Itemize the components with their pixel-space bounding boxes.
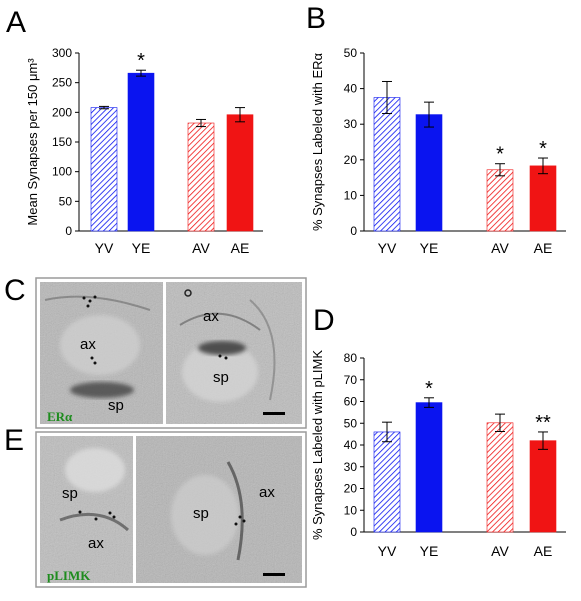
- category-label-yv: YV: [95, 240, 114, 256]
- significance-marker: *: [137, 50, 145, 72]
- bar-ye: [415, 114, 443, 232]
- y-tick-label: 40: [344, 82, 358, 96]
- y-tick-label: 250: [52, 76, 72, 90]
- significance-marker: *: [539, 138, 547, 160]
- panel-letter-b: B: [306, 2, 326, 35]
- panel-letter-e: E: [4, 424, 24, 457]
- micrograph-e-left-label-0: sp: [62, 485, 78, 502]
- micrograph-c-stain-label: ERα: [47, 409, 73, 424]
- scale-bar-e: [263, 573, 285, 576]
- chart-synapses-per-volume: 0 50 100 150 200 250 300 Mean Synapses per 150 …: [25, 46, 263, 256]
- y-tick-label: 20: [344, 482, 358, 496]
- bar-yv: [373, 431, 401, 533]
- micrograph-panel-c: ax sp ax sp ERα: [35, 277, 307, 429]
- micrograph-e-right-label-1: ax: [259, 484, 275, 501]
- bar-av: [187, 122, 215, 232]
- scale-bar-c: [263, 412, 285, 415]
- error-bar: [196, 118, 206, 128]
- bar-ye: [127, 72, 155, 232]
- category-label-ye: YE: [420, 240, 439, 256]
- y-tick-label: 100: [52, 165, 72, 179]
- y-tick-label: 30: [344, 117, 358, 131]
- y-tick-label: 150: [52, 135, 72, 149]
- micrograph-c-right-label-0: ax: [203, 308, 219, 325]
- micrograph-e-stain-label: pLIMK: [47, 568, 91, 583]
- error-bar: [495, 413, 505, 433]
- micrograph-panel-e: sp ax sp ax pLIMK: [35, 431, 307, 588]
- y-axis-label: % Synapses Labeled with pLIMK: [310, 350, 325, 540]
- category-label-ae: AE: [534, 543, 553, 559]
- chart-synapses-plimk: 0 10 20 30 40 50 60 70 80 % Synapses Labeled with…: [310, 350, 566, 559]
- y-axis-label: % Synapses Labeled with ERα: [310, 52, 325, 231]
- y-tick-label: 300: [52, 46, 72, 60]
- error-bar: [538, 157, 548, 175]
- y-tick-label: 0: [65, 224, 72, 238]
- y-tick-label: 70: [344, 373, 358, 387]
- error-bar: [382, 421, 392, 443]
- bar-ae: [226, 114, 254, 232]
- category-label-yv: YV: [378, 543, 397, 559]
- category-label-av: AV: [192, 240, 210, 256]
- bar-yv: [90, 107, 118, 232]
- bar-av: [486, 422, 514, 533]
- bar-ae: [529, 165, 557, 232]
- panel-letter-c: C: [4, 274, 26, 307]
- micrograph-c-right-label-1: sp: [213, 369, 229, 386]
- category-label-ye: YE: [420, 543, 439, 559]
- micrograph-e-right: [136, 436, 302, 583]
- error-bar: [538, 431, 548, 450]
- micrograph-c-left: [40, 282, 163, 424]
- significance-marker: *: [425, 378, 433, 400]
- category-label-ae: AE: [231, 240, 250, 256]
- category-label-ae: AE: [534, 240, 553, 256]
- y-tick-label: 200: [52, 105, 72, 119]
- category-label-ye: YE: [132, 240, 151, 256]
- y-tick-label: 30: [344, 460, 358, 474]
- error-bar: [424, 101, 434, 128]
- error-bar: [495, 163, 505, 177]
- chart-synapses-era: 0 10 20 30 40 50 % Synapses Labeled with ERα YV…: [310, 46, 566, 256]
- category-label-av: AV: [491, 240, 509, 256]
- y-tick-label: 20: [344, 153, 358, 167]
- y-axis-label: Mean Synapses per 150 μm³: [25, 58, 40, 226]
- significance-marker: *: [496, 144, 504, 166]
- bar-ae: [529, 440, 557, 533]
- y-tick-label: 10: [344, 188, 358, 202]
- error-bar: [136, 69, 146, 77]
- bar-ye: [415, 402, 443, 533]
- category-label-yv: YV: [378, 240, 397, 256]
- bar-yv: [373, 97, 401, 232]
- y-tick-label: 50: [59, 194, 73, 208]
- significance-marker: **: [535, 412, 551, 434]
- error-bar: [382, 80, 392, 115]
- micrograph-c-left-label-0: ax: [80, 336, 96, 353]
- y-tick-label: 50: [344, 46, 358, 60]
- y-tick-label: 10: [344, 503, 358, 517]
- error-bar: [235, 107, 245, 123]
- panel-letter-d: D: [313, 304, 335, 337]
- y-tick-label: 50: [344, 416, 358, 430]
- panel-letter-a: A: [6, 6, 26, 39]
- error-bar: [424, 397, 434, 408]
- category-label-av: AV: [491, 543, 509, 559]
- y-tick-label: 80: [344, 351, 358, 365]
- micrograph-c-left-label-1: sp: [108, 397, 124, 414]
- y-tick-label: 60: [344, 395, 358, 409]
- y-tick-label: 0: [350, 525, 357, 539]
- error-bar: [99, 105, 109, 110]
- micrograph-e-left: [40, 436, 133, 583]
- y-tick-label: 40: [344, 438, 358, 452]
- micrograph-c-right: [166, 282, 302, 424]
- y-tick-label: 0: [350, 224, 357, 238]
- micrograph-e-right-label-0: sp: [193, 505, 209, 522]
- bar-av: [486, 169, 514, 232]
- micrograph-e-left-label-1: ax: [88, 535, 104, 552]
